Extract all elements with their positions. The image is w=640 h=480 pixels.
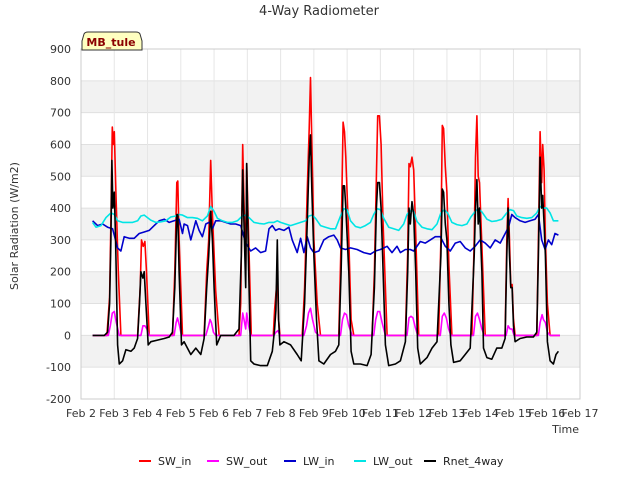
legend-label: SW_in — [158, 455, 191, 468]
chart-title: 4-Way Radiometer — [259, 4, 380, 19]
site-label-box: MB_tule — [81, 31, 143, 51]
y-axis-ticks: -200 -100 0 100 200 300 400 500 600 700 800 900 — [46, 43, 71, 406]
x-tick-label: Feb 10 — [329, 407, 366, 420]
x-tick-label: Feb 12 — [395, 407, 432, 420]
legend-entry: SW_out — [207, 455, 268, 468]
x-tick-label: Feb 6 — [199, 407, 229, 420]
background-band — [81, 80, 580, 113]
y-tick-label: -200 — [46, 393, 71, 406]
x-tick-label: Feb 9 — [299, 407, 329, 420]
legend-entry: Rnet_4way — [424, 455, 504, 468]
x-tick-label: Feb 13 — [428, 407, 465, 420]
x-tick-label: Feb 4 — [133, 407, 163, 420]
legend-entry: LW_out — [354, 455, 413, 468]
y-tick-label: 500 — [50, 170, 71, 183]
x-tick-label: Feb 2 — [66, 407, 96, 420]
legend-label: LW_in — [303, 455, 335, 468]
x-tick-label: Feb 3 — [99, 407, 129, 420]
y-tick-label: 0 — [64, 329, 71, 342]
y-tick-label: 300 — [50, 234, 71, 247]
x-tick-label: Feb 5 — [166, 407, 196, 420]
x-tick-label: Feb 15 — [495, 407, 532, 420]
series-line-lw-out — [91, 205, 559, 232]
plot-frame — [80, 48, 581, 400]
background-band — [81, 144, 580, 177]
legend-entry: SW_in — [139, 455, 191, 468]
y-tick-label: 700 — [50, 107, 71, 120]
x-tick-label: Feb 17 — [562, 407, 599, 420]
x-tick-label: Feb 11 — [362, 407, 399, 420]
x-tick-label: Feb 14 — [462, 407, 499, 420]
y-tick-label: 200 — [50, 266, 71, 279]
x-tick-label: Feb 8 — [266, 407, 296, 420]
legend-entry: LW_in — [284, 455, 335, 468]
y-tick-label: 600 — [50, 138, 71, 151]
y-tick-label: 800 — [50, 75, 71, 88]
legend-label: SW_out — [226, 455, 268, 468]
background-band — [81, 208, 580, 240]
y-tick-label: 100 — [50, 298, 71, 311]
x-axis-ticks: Feb 2 Feb 3 Feb 4 Feb 5 Feb 6 Feb 7 Feb 8 Feb 9… — [66, 407, 598, 420]
series-layer — [91, 76, 560, 367]
x-tick-label: Feb 7 — [232, 407, 262, 420]
background-band — [81, 271, 580, 304]
x-axis-title: Time — [551, 423, 579, 436]
series-line-sw-out — [92, 307, 560, 337]
y-tick-label: 900 — [50, 43, 71, 56]
plot-background-bands — [81, 80, 580, 368]
legend-label: Rnet_4way — [443, 455, 504, 468]
y-tick-label: 400 — [50, 202, 71, 215]
x-tick-label: Feb 16 — [528, 407, 565, 420]
y-tick-label: -100 — [46, 361, 71, 374]
background-band — [81, 335, 580, 368]
series-line-rnet-4way — [92, 134, 560, 367]
legend-label: LW_out — [373, 455, 413, 468]
y-axis-title: Solar Radiation (W/m2) — [8, 162, 21, 290]
site-label: MB_tule — [86, 36, 135, 49]
legend: SW_in SW_out LW_in LW_out Rnet_4way — [139, 455, 504, 468]
